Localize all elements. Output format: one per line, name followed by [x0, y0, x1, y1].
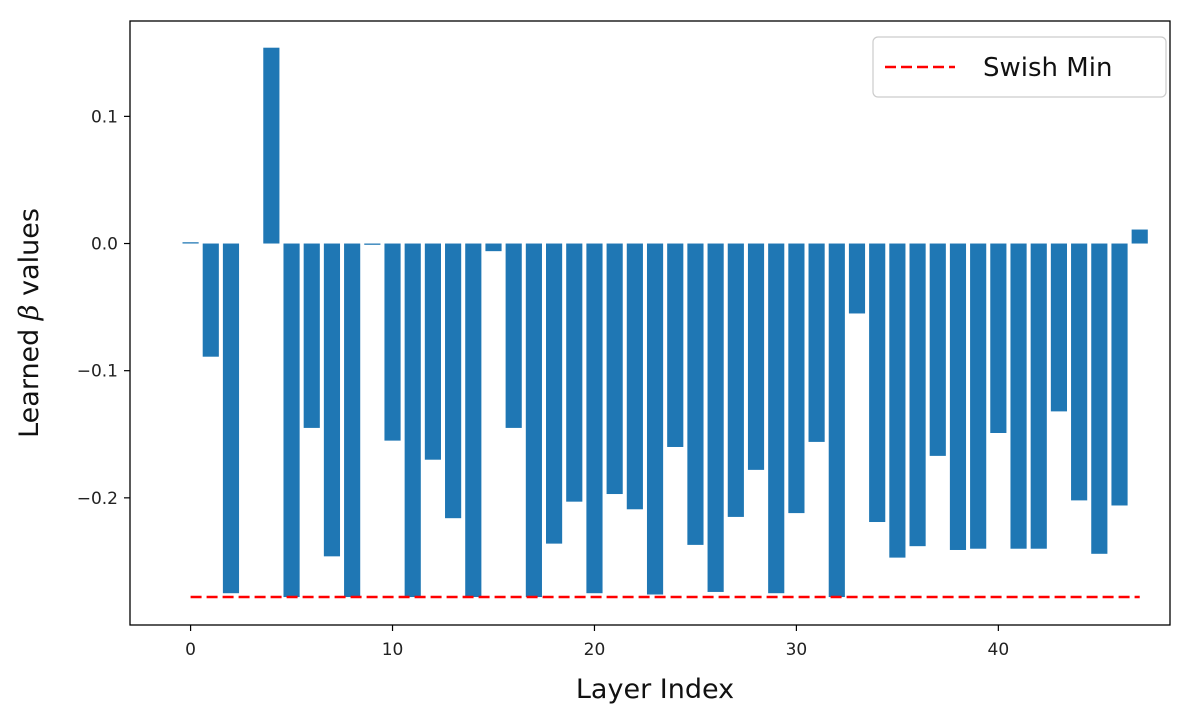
legend-label: Swish Min — [983, 53, 1112, 83]
bar — [384, 243, 401, 441]
bar — [485, 243, 502, 252]
bar — [687, 243, 704, 545]
bar — [707, 243, 724, 592]
x-tick-label: 40 — [988, 640, 1010, 660]
x-tick-label: 20 — [584, 640, 606, 660]
bar — [788, 243, 805, 514]
legend: Swish Min — [872, 36, 1167, 98]
bar — [525, 243, 542, 598]
legend-box — [872, 36, 1167, 98]
y-axis-title: Learned β values — [14, 208, 45, 438]
y-tick-label: −0.2 — [77, 489, 118, 509]
bar — [283, 243, 300, 598]
x-tick-label: 0 — [185, 640, 196, 660]
bar — [182, 242, 199, 244]
plot-area-frame — [129, 20, 1171, 626]
bar — [828, 243, 845, 598]
y-tick-label: 0.1 — [91, 107, 118, 127]
bar — [768, 243, 785, 594]
bar — [626, 243, 643, 510]
bar — [990, 243, 1007, 433]
bar — [1111, 243, 1128, 506]
bar — [909, 243, 926, 547]
x-tick-label: 30 — [786, 640, 808, 660]
y-axis-title-symbol: β — [14, 305, 45, 322]
bar — [1050, 243, 1068, 412]
bar — [1010, 243, 1027, 549]
bar — [344, 243, 361, 598]
bar — [889, 243, 906, 558]
y-tick-label: −0.1 — [77, 362, 118, 382]
bar — [970, 243, 987, 549]
bar — [848, 243, 866, 314]
bar — [505, 243, 522, 428]
bar — [747, 243, 765, 470]
bar — [546, 243, 563, 544]
bar — [1131, 229, 1148, 244]
bar — [727, 243, 744, 517]
bar — [949, 243, 967, 550]
bar — [869, 243, 886, 523]
bar — [667, 243, 684, 447]
bar — [1091, 243, 1108, 554]
bar — [566, 243, 583, 502]
bar — [465, 243, 482, 598]
y-axis-title-prefix: Learned — [14, 320, 45, 438]
bars-group — [182, 47, 1148, 598]
bar — [303, 243, 320, 428]
bar — [404, 243, 421, 598]
y-axis-title-suffix: values — [14, 208, 45, 304]
bar — [1030, 243, 1047, 549]
bar — [364, 243, 381, 245]
bar — [606, 243, 623, 495]
bar — [929, 243, 946, 456]
y-axis: 0.1 0.0 −0.1 −0.2 — [77, 107, 130, 509]
bar — [323, 243, 341, 557]
y-tick-label: 0.0 — [91, 235, 118, 255]
bar — [808, 243, 825, 442]
x-axis-title: Layer Index — [576, 674, 734, 705]
bar — [202, 243, 219, 357]
x-tick-label: 10 — [382, 640, 404, 660]
x-axis: 0 10 20 30 40 — [185, 625, 1009, 660]
bar — [263, 47, 280, 244]
bar — [1071, 243, 1088, 501]
bar — [424, 243, 441, 460]
bar — [586, 243, 603, 594]
bar — [445, 243, 462, 519]
bar — [646, 243, 664, 595]
bar — [222, 243, 240, 594]
